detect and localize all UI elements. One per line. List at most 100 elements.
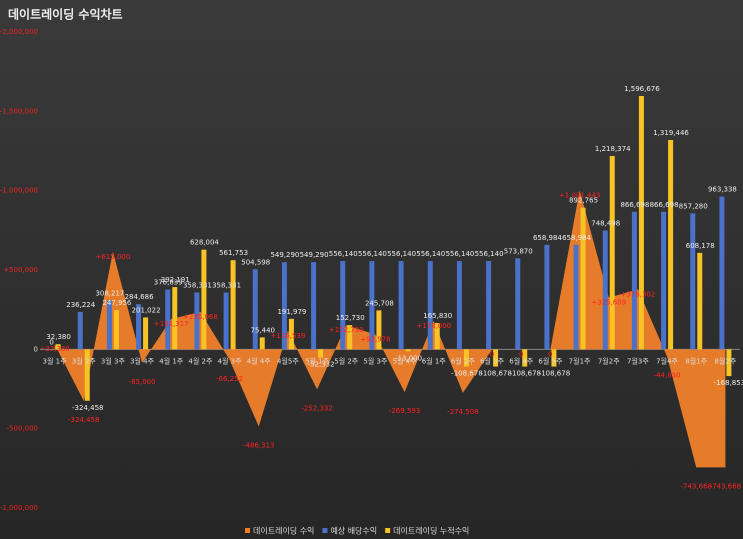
bar: [318, 349, 324, 358]
x-tick-label: 4월 3주: [218, 356, 243, 365]
data-label: -108,678: [480, 370, 511, 378]
legend-swatch: [322, 528, 328, 533]
bar: [580, 207, 586, 350]
bar: [201, 249, 207, 350]
bar: [165, 289, 171, 350]
x-tick-label: 6월 4주: [509, 356, 534, 365]
bar: [434, 323, 440, 350]
bar: [573, 244, 579, 350]
legend-label: 데이트레이딩 수익: [253, 526, 314, 536]
bar: [544, 244, 550, 350]
data-label: -108,678: [539, 370, 570, 378]
data-label: 658,984: [533, 234, 562, 242]
bar: [143, 317, 149, 350]
bar: [631, 211, 637, 350]
bar: [311, 262, 317, 350]
bar: [281, 262, 287, 350]
data-label: 358,331: [183, 281, 212, 289]
data-label: 561,753: [219, 249, 248, 257]
bar: [113, 309, 119, 350]
data-label: 504,598: [241, 258, 270, 266]
bar: [194, 292, 200, 350]
data-label: 573,870: [504, 247, 533, 255]
bar: [690, 213, 696, 350]
data-label: 866,698: [650, 201, 679, 209]
x-tick-label: 3월 1주: [43, 356, 68, 365]
data-label: 376,839: [154, 279, 183, 287]
y-tick-label: -1,000,000: [0, 504, 38, 512]
data-label: +152,730: [329, 326, 364, 334]
data-label: 748,498: [591, 220, 620, 228]
x-tick-label: 4월 4주: [247, 356, 272, 365]
data-label: +116,539: [271, 332, 306, 340]
data-label: 236,224: [66, 301, 95, 309]
data-label: 247,956: [102, 299, 131, 307]
bar: [609, 156, 615, 350]
data-label: +32,380: [39, 345, 69, 353]
bar: [668, 139, 674, 350]
data-label: 0: [548, 350, 552, 358]
data-label: 1,319,446: [653, 129, 689, 137]
data-label: -743,668: [710, 482, 741, 490]
bar: [340, 261, 346, 350]
data-label: -44,830: [654, 371, 681, 379]
data-label: 556,140: [475, 250, 504, 258]
x-tick-label: 3월 2주: [72, 356, 97, 365]
data-label: 0: [490, 350, 494, 358]
x-tick-label: 6월 5주: [538, 356, 563, 365]
x-tick-label: 4월 2주: [188, 356, 213, 365]
x-tick-label: 5월 3주: [363, 356, 388, 365]
data-label: 0: [49, 338, 53, 346]
data-label: -743,668: [681, 482, 712, 490]
data-label: 556,140: [445, 250, 474, 258]
y-tick-label: +1,500,000: [0, 107, 38, 115]
data-label: -108,678: [510, 370, 541, 378]
bar: [726, 349, 732, 377]
x-tick-label: 5월 2주: [334, 356, 359, 365]
data-label: 549,290: [270, 251, 299, 259]
data-label: -13,000: [395, 354, 422, 362]
data-label: -269,593: [389, 407, 420, 415]
area: [54, 190, 726, 468]
bar: [602, 230, 608, 350]
data-label: -66,252: [216, 375, 243, 383]
data-label: -252,332: [301, 404, 332, 412]
bar: [77, 311, 83, 350]
data-label: 549,290: [300, 251, 329, 259]
legend-swatch: [385, 528, 391, 533]
x-tick-label: 8월2주: [715, 356, 737, 365]
data-label: 75,440: [251, 326, 276, 334]
data-label: 165,830: [423, 312, 452, 320]
data-label: +178,000: [416, 322, 451, 330]
x-tick-label: 4월 1주: [159, 356, 184, 365]
data-label: 358,331: [212, 281, 241, 289]
bar: [515, 258, 521, 350]
data-label: 32,380: [46, 333, 71, 341]
x-tick-label: 5월 1주: [305, 356, 330, 365]
data-label: 201,022: [132, 306, 161, 314]
data-label: -324,458: [68, 416, 99, 424]
bar: [84, 349, 90, 401]
legend-label: 데이트레이딩 누적수익: [393, 526, 469, 536]
bar: [661, 211, 667, 350]
bar: [551, 349, 557, 367]
bar: [456, 261, 462, 350]
data-label: 556,140: [416, 250, 445, 258]
data-label: +1,001,443: [559, 191, 601, 199]
data-label: -168,853: [714, 379, 743, 387]
y-tick-label: +1,000,000: [0, 187, 38, 195]
x-tick-label: 4월5주: [277, 356, 299, 365]
x-tick-label: 6월 1주: [422, 356, 447, 365]
data-label: -85,000: [129, 378, 156, 386]
data-label: 608,178: [686, 242, 715, 250]
data-label: +92,978: [360, 336, 390, 344]
bar: [252, 269, 258, 350]
data-label: +378,302: [621, 290, 656, 298]
bar: [398, 261, 404, 350]
data-label: -108,678: [451, 370, 482, 378]
x-tick-label: 3월 4주: [130, 356, 155, 365]
x-tick-label: 3월 3주: [101, 356, 126, 365]
data-label: 658,984: [562, 234, 591, 242]
data-label: -52,332: [308, 361, 335, 369]
data-label: 392,191: [161, 276, 190, 284]
